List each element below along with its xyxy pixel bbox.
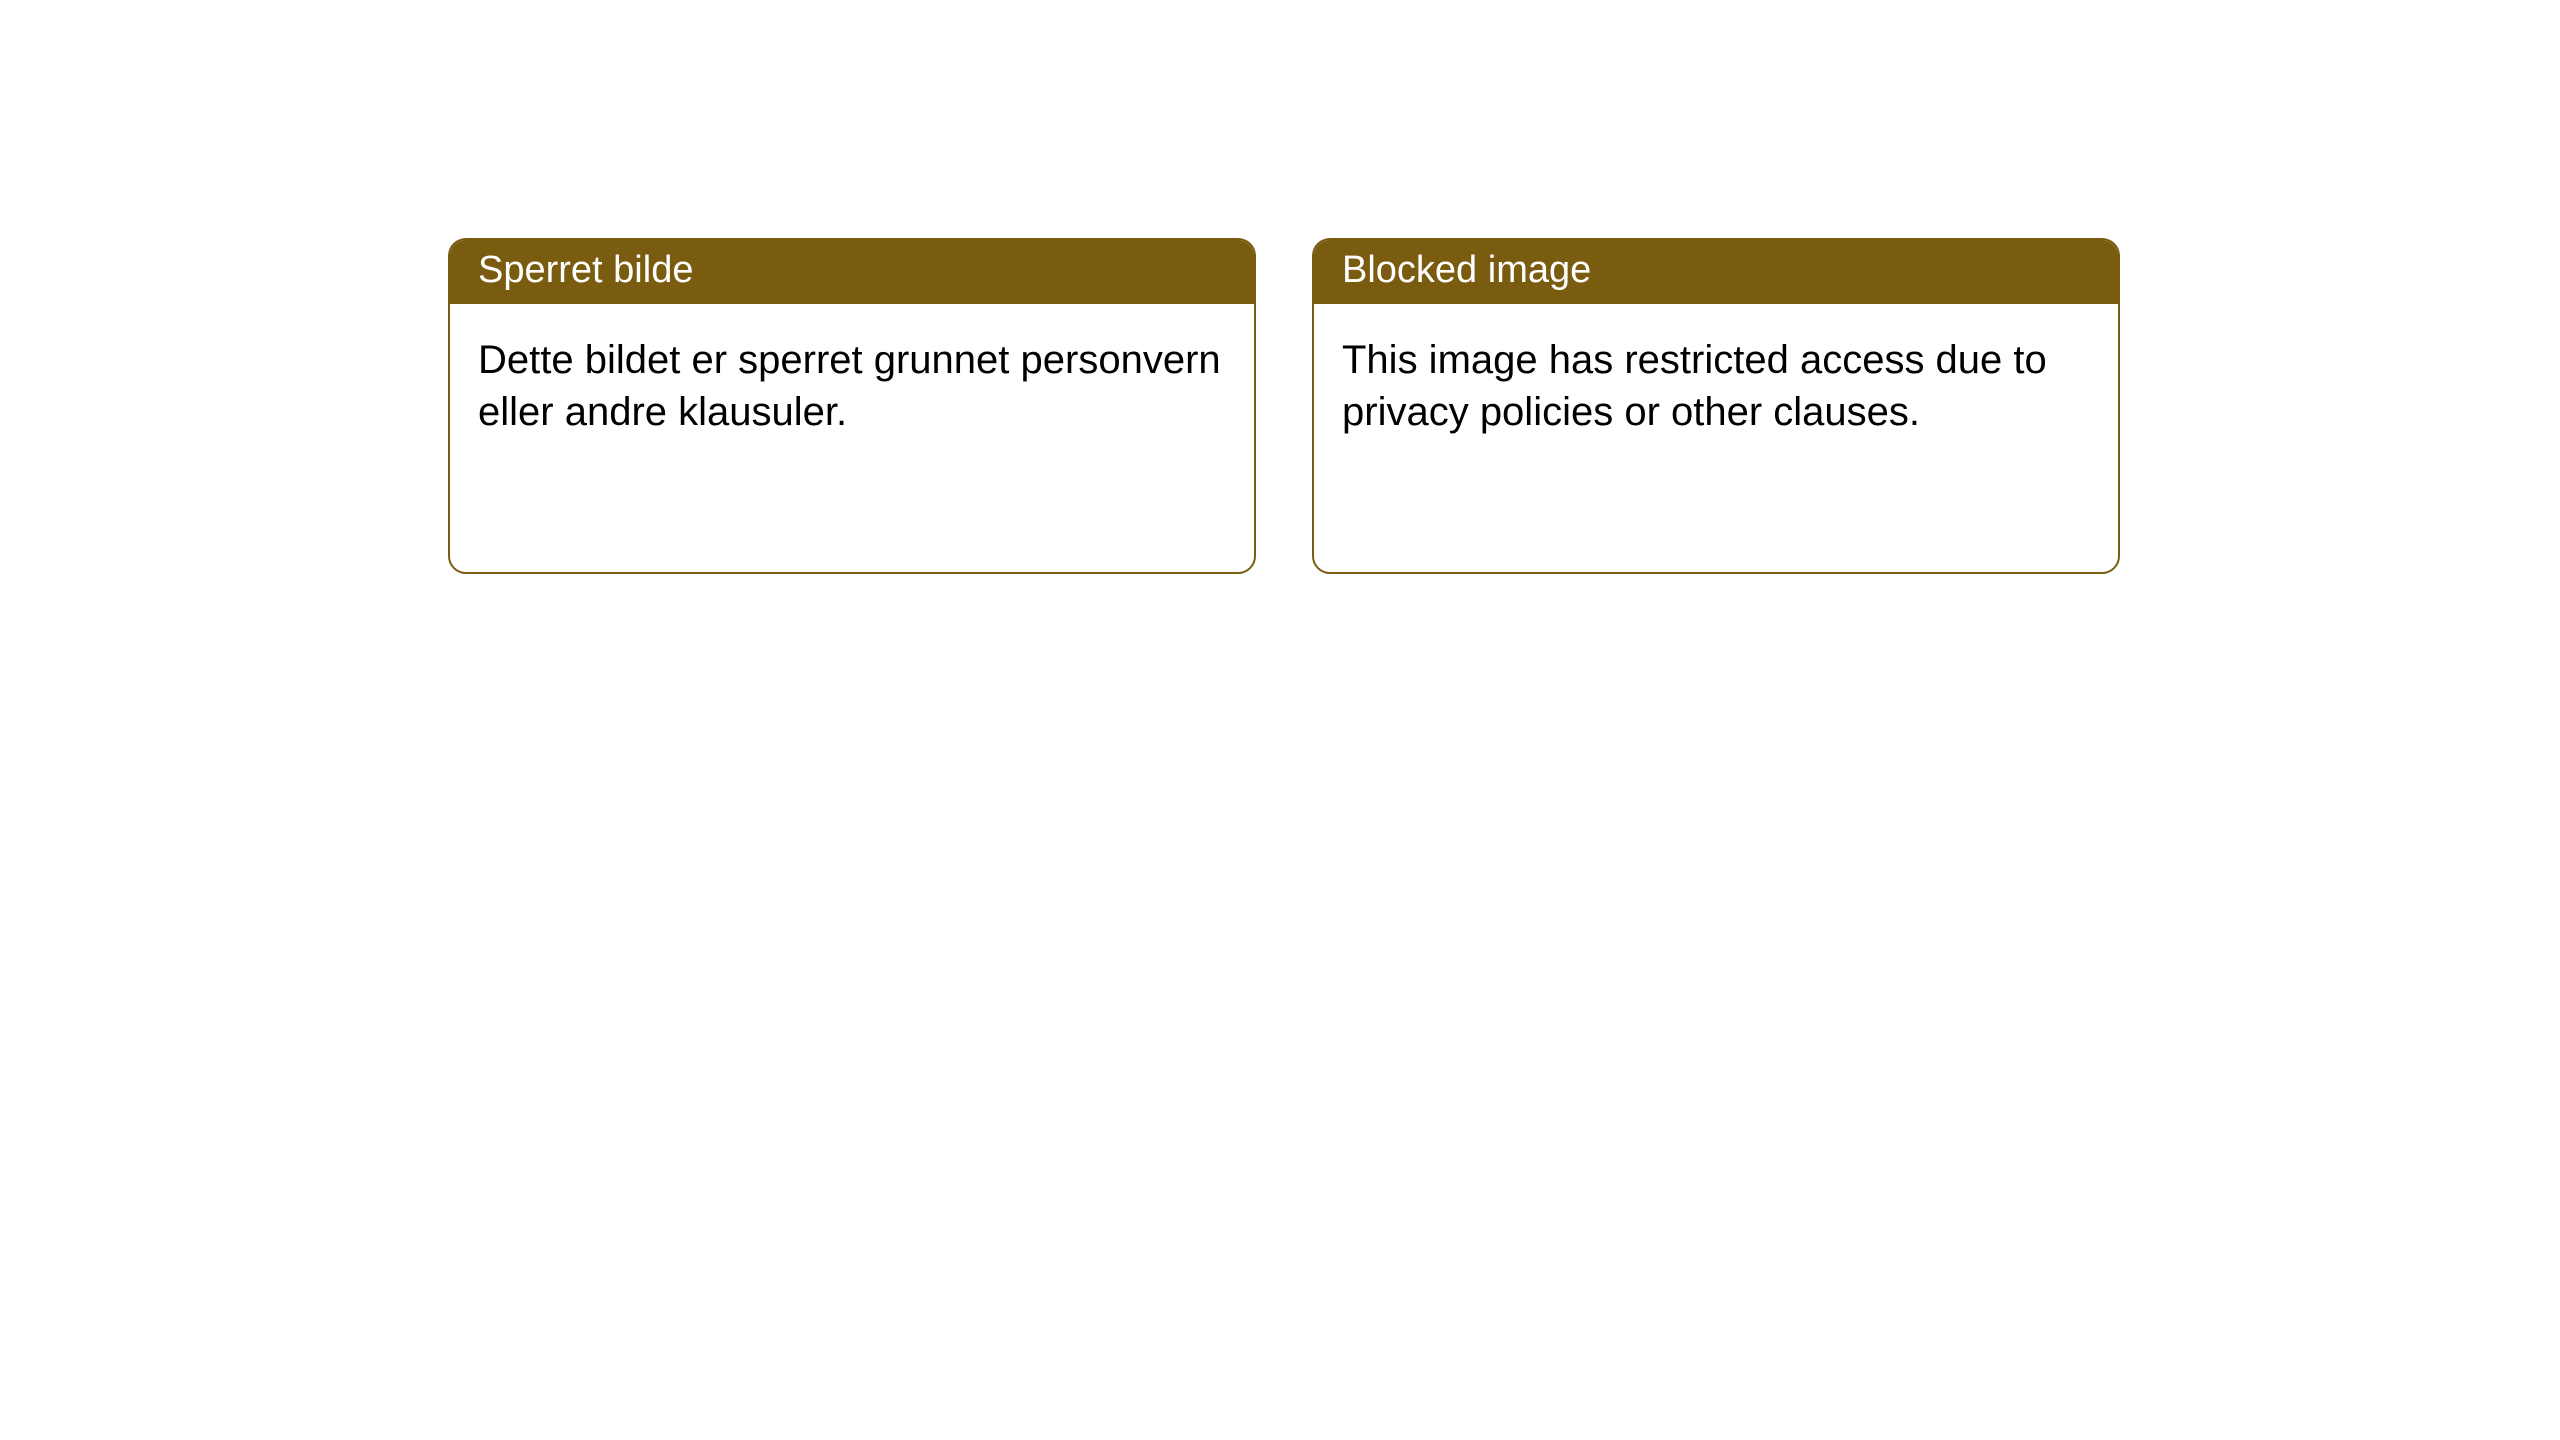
card-body: This image has restricted access due to … bbox=[1314, 304, 2118, 468]
notice-card-english: Blocked image This image has restricted … bbox=[1312, 238, 2120, 574]
notice-card-norwegian: Sperret bilde Dette bildet er sperret gr… bbox=[448, 238, 1256, 574]
card-header: Blocked image bbox=[1314, 240, 2118, 304]
card-header: Sperret bilde bbox=[450, 240, 1254, 304]
card-body: Dette bildet er sperret grunnet personve… bbox=[450, 304, 1254, 468]
notice-container: Sperret bilde Dette bildet er sperret gr… bbox=[0, 0, 2560, 574]
